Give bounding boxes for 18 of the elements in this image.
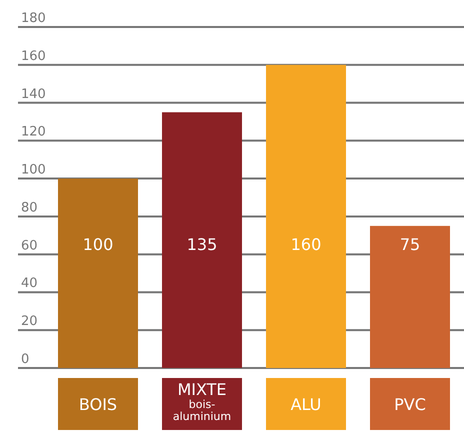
- data-label: 135: [186, 235, 218, 254]
- y-tick-label: 0: [21, 352, 30, 367]
- data-label: 75: [400, 235, 420, 254]
- x-tick-label: MIXTE bois- aluminium: [172, 380, 232, 423]
- data-label: 100: [82, 235, 114, 254]
- x-tick-label: BOIS: [78, 395, 118, 414]
- y-tick-label: 40: [21, 276, 38, 292]
- y-tick-label: 80: [21, 200, 38, 216]
- y-tick-label: 60: [21, 238, 38, 254]
- y-tick-label: 180: [21, 11, 46, 26]
- y-tick-label: 160: [21, 48, 46, 64]
- data-label: 160: [290, 235, 322, 254]
- y-tick-label: 100: [21, 162, 46, 178]
- y-tick-label: 120: [21, 124, 46, 140]
- x-tick-label: PVC: [394, 395, 426, 414]
- x-tick-label: ALU: [290, 395, 322, 414]
- y-tick-label: 140: [21, 86, 46, 102]
- y-tick-label: 20: [21, 314, 38, 330]
